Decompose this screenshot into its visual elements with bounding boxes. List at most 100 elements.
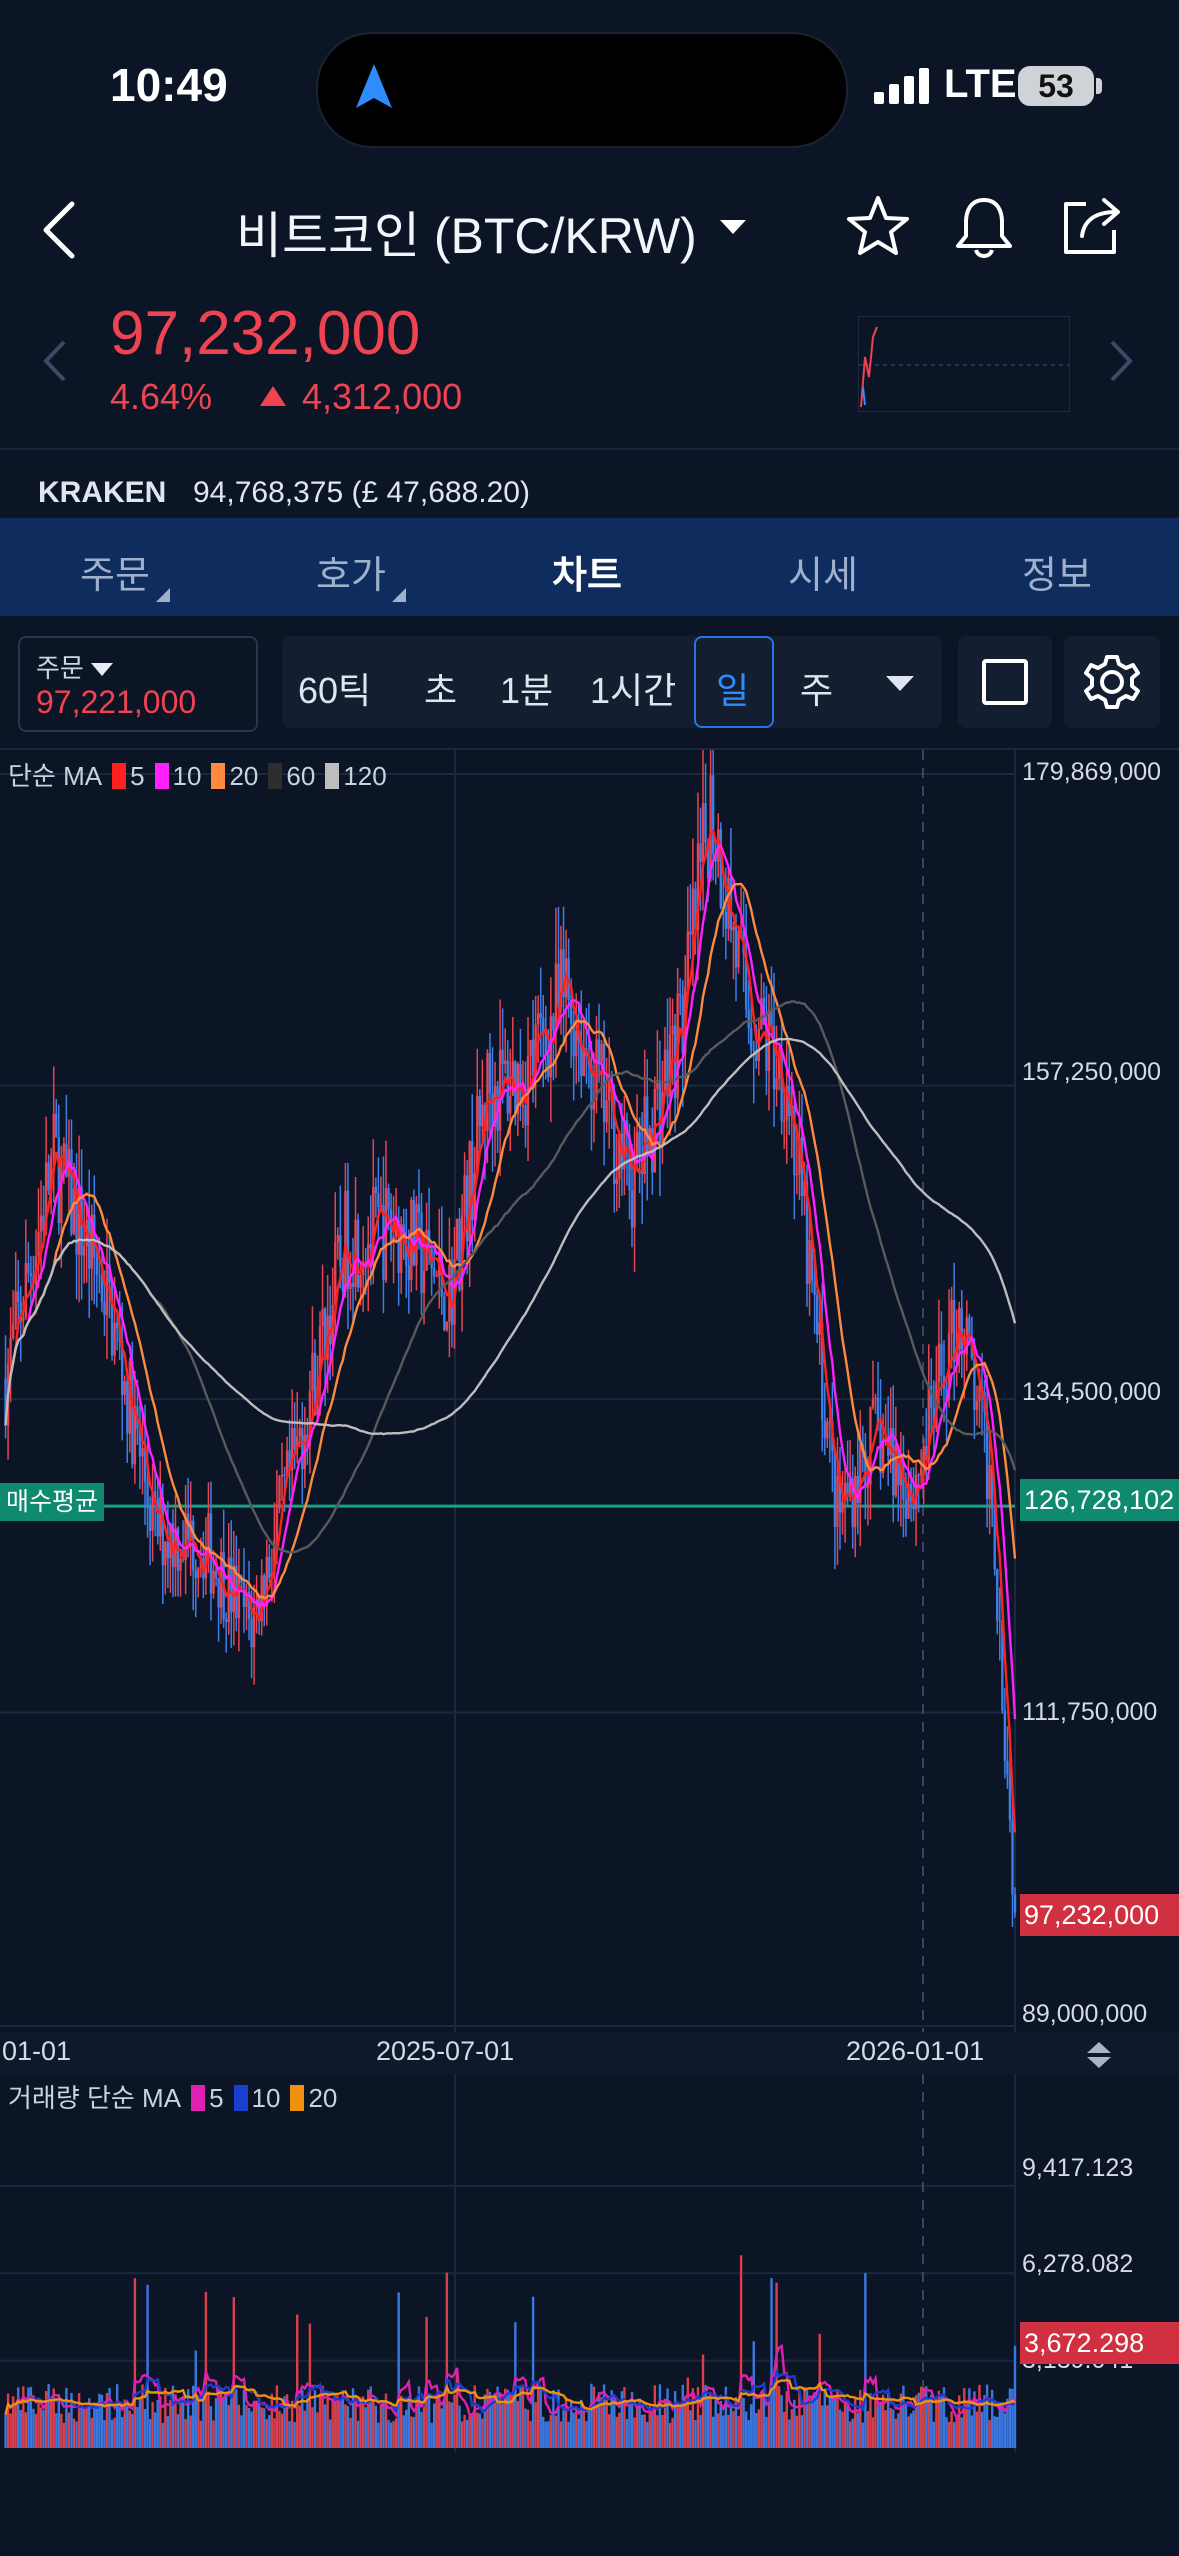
candle-body — [859, 1444, 862, 1504]
volume-bar — [346, 2406, 350, 2448]
candle-body — [557, 963, 560, 1007]
candle-body — [633, 1157, 636, 1228]
volume-bar — [336, 2395, 339, 2448]
candle-body — [339, 1235, 342, 1267]
candle-body — [77, 1186, 81, 1255]
timeframe-bar — [282, 636, 942, 728]
timeframe-week[interactable]: 주 — [800, 670, 834, 711]
volume-bar — [542, 2416, 545, 2448]
tab-order[interactable]: 주문 — [80, 555, 150, 597]
back-icon[interactable] — [40, 200, 80, 265]
volume-bar — [975, 2411, 979, 2448]
candle-body — [311, 1352, 314, 1391]
volume-bar — [394, 2418, 398, 2448]
volume-bar — [800, 2415, 804, 2448]
ma-legend-swatch — [325, 763, 340, 789]
candle-body — [932, 1407, 936, 1429]
volume-bar — [658, 2384, 662, 2448]
tab-chart[interactable]: 차트 — [552, 555, 622, 597]
volume-chart[interactable] — [0, 2074, 1179, 2454]
candle-body — [914, 1474, 918, 1510]
candle-body — [57, 1137, 60, 1223]
tab-quotes[interactable]: 시세 — [788, 555, 858, 597]
candle-body — [463, 1175, 466, 1216]
volume-bar — [222, 2397, 225, 2448]
volume-bar — [263, 2408, 266, 2448]
volume-bar — [339, 2401, 342, 2448]
candle-body — [998, 1620, 1001, 1622]
timeframe-second[interactable]: 초 — [424, 670, 458, 711]
candle-body — [367, 1244, 370, 1268]
volume-bar — [389, 2422, 393, 2448]
volume-bar — [980, 2411, 984, 2448]
volume-bar — [894, 2418, 897, 2448]
volume-bar — [750, 2404, 753, 2448]
volume-bar — [567, 2421, 570, 2448]
volume-bar — [836, 2390, 839, 2448]
resize-handle-icon[interactable] — [1084, 2040, 1114, 2075]
tab-orderbook[interactable]: 호가 — [316, 555, 386, 597]
volume-bar — [955, 2416, 958, 2448]
settings-button[interactable] — [1064, 636, 1160, 728]
candle-body — [973, 1358, 976, 1410]
volume-bar — [668, 2422, 672, 2448]
layout-toggle-button[interactable] — [958, 636, 1052, 728]
timeframe-1hour[interactable]: 1시간 — [590, 670, 677, 711]
candle-body — [445, 1321, 449, 1330]
candle-body — [785, 1085, 788, 1121]
volume-bar — [945, 2417, 948, 2448]
volume-bar — [671, 2417, 674, 2448]
order-box[interactable] — [18, 636, 258, 732]
share-icon[interactable] — [1060, 194, 1124, 263]
candle-body — [709, 775, 712, 879]
volume-bar — [790, 2409, 794, 2448]
volume-bar — [846, 2405, 849, 2448]
ma-legend-period: 20 — [229, 761, 259, 791]
candle-body — [838, 1476, 842, 1513]
chevron-down-icon[interactable] — [886, 676, 914, 697]
volume-bar — [257, 2398, 261, 2448]
volume-bar — [709, 2392, 712, 2448]
candle-body — [95, 1257, 99, 1275]
chevron-left-icon[interactable] — [42, 338, 68, 389]
volume-bar — [70, 2392, 73, 2448]
chevron-right-icon[interactable] — [1108, 338, 1134, 389]
volume-bar — [737, 2415, 740, 2448]
volume-bar — [691, 2388, 695, 2448]
candle-body — [798, 1137, 801, 1175]
volume-bar — [301, 2390, 304, 2448]
bell-icon[interactable] — [952, 194, 1016, 265]
page-title[interactable]: 비트코인 (BTC/KRW) — [236, 208, 697, 264]
volume-bar — [554, 2415, 558, 2448]
timeframe-1min[interactable]: 1분 — [500, 670, 554, 711]
candle-body — [174, 1528, 177, 1567]
candle-body — [922, 1446, 925, 1469]
volume-bar — [828, 2396, 832, 2448]
corner-triangle-icon — [392, 588, 406, 607]
candle-body — [826, 1421, 829, 1439]
volume-bar — [52, 2388, 55, 2448]
chevron-down-icon[interactable] — [720, 220, 746, 241]
volume-bar — [151, 2402, 154, 2448]
tab-info[interactable]: 정보 — [1022, 555, 1092, 597]
volume-bar — [379, 2401, 383, 2448]
candle-body — [60, 1158, 63, 1223]
candle-body — [75, 1188, 78, 1255]
order-label[interactable]: 주문 — [36, 648, 114, 685]
timeframe-day[interactable]: 일 — [716, 670, 750, 711]
candle-body — [950, 1300, 953, 1333]
volume-bar — [646, 2422, 649, 2448]
volume-bar — [364, 2407, 367, 2448]
candle-body — [296, 1436, 299, 1450]
candle-body — [164, 1541, 167, 1566]
change-amount: 4,312,000 — [302, 376, 463, 417]
star-icon[interactable] — [846, 194, 910, 263]
candle-body — [815, 1295, 819, 1335]
candle-body — [772, 1026, 776, 1090]
candle-body — [866, 1484, 870, 1488]
price-chart[interactable] — [0, 750, 1179, 2032]
volume-bar — [775, 2282, 778, 2448]
volume-bar — [942, 2387, 946, 2448]
timeframe-60tick[interactable]: 60틱 — [298, 670, 372, 711]
candle-body — [288, 1450, 291, 1471]
